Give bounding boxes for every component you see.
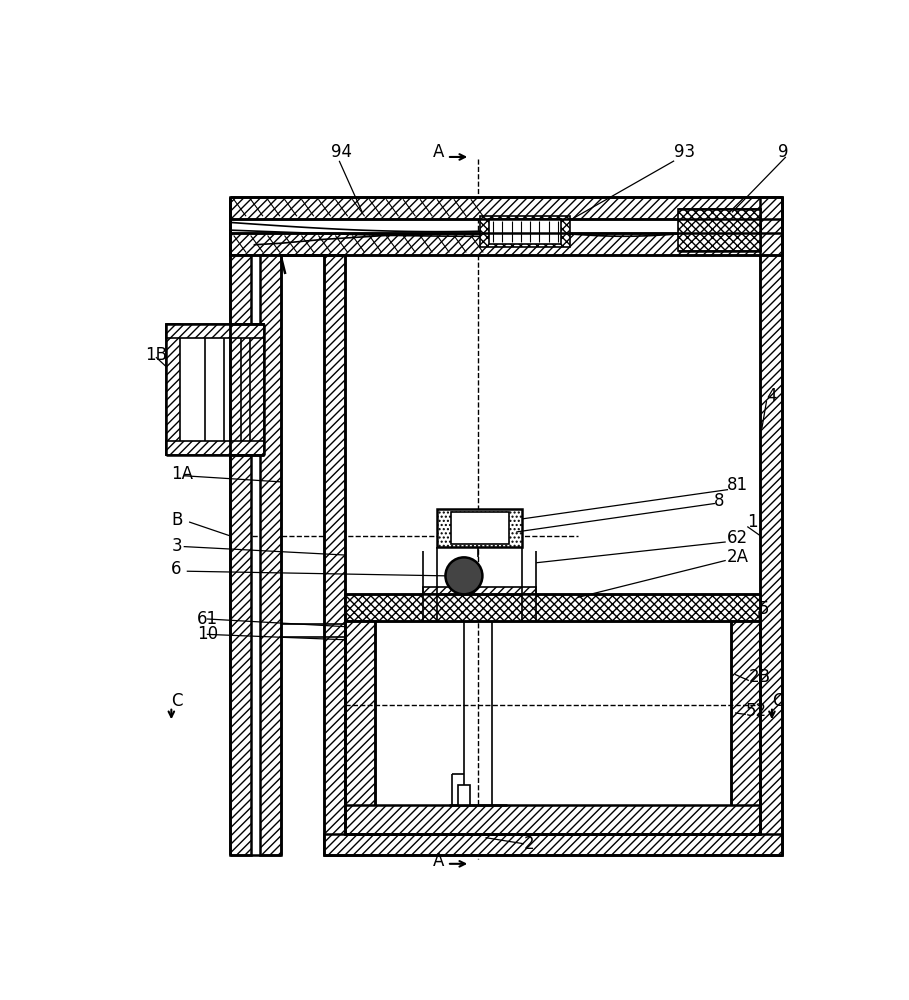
- Text: 1: 1: [747, 513, 758, 531]
- Polygon shape: [230, 233, 782, 255]
- Text: C: C: [772, 692, 784, 710]
- Polygon shape: [523, 594, 536, 620]
- Text: 93: 93: [674, 143, 695, 161]
- Polygon shape: [230, 255, 252, 855]
- Polygon shape: [451, 512, 509, 544]
- Polygon shape: [230, 197, 782, 219]
- Polygon shape: [761, 197, 782, 855]
- Text: 94: 94: [332, 143, 353, 161]
- Polygon shape: [489, 219, 561, 244]
- Polygon shape: [324, 255, 345, 855]
- Polygon shape: [480, 216, 570, 247]
- Circle shape: [445, 557, 483, 594]
- Text: 1B: 1B: [145, 346, 167, 364]
- Text: 4: 4: [766, 387, 777, 405]
- Polygon shape: [345, 805, 761, 834]
- Text: 62: 62: [726, 529, 747, 547]
- Text: 2: 2: [524, 835, 534, 853]
- Polygon shape: [423, 587, 536, 594]
- Text: 2B: 2B: [749, 668, 771, 686]
- Polygon shape: [324, 834, 782, 855]
- Polygon shape: [166, 324, 180, 455]
- Polygon shape: [678, 209, 761, 251]
- Text: A: A: [433, 852, 445, 870]
- Text: 81: 81: [726, 476, 747, 494]
- Text: 6: 6: [171, 560, 182, 578]
- Polygon shape: [260, 255, 282, 855]
- Polygon shape: [345, 594, 761, 620]
- Polygon shape: [250, 324, 264, 455]
- Polygon shape: [423, 594, 437, 620]
- Text: A: A: [433, 143, 445, 161]
- Text: 5: 5: [759, 600, 769, 618]
- Polygon shape: [166, 324, 264, 338]
- Text: 1A: 1A: [171, 465, 194, 483]
- Polygon shape: [731, 620, 761, 834]
- Text: 52: 52: [745, 702, 767, 720]
- Text: 3: 3: [171, 537, 182, 555]
- Polygon shape: [458, 785, 470, 805]
- Polygon shape: [345, 620, 375, 834]
- Text: 8: 8: [714, 492, 724, 510]
- Polygon shape: [166, 441, 264, 455]
- Text: 10: 10: [196, 625, 218, 643]
- Text: 2A: 2A: [726, 548, 748, 566]
- Text: 61: 61: [196, 610, 218, 628]
- Polygon shape: [437, 509, 523, 547]
- Text: 9: 9: [778, 143, 789, 161]
- Text: C: C: [171, 692, 183, 710]
- Text: B: B: [171, 511, 183, 529]
